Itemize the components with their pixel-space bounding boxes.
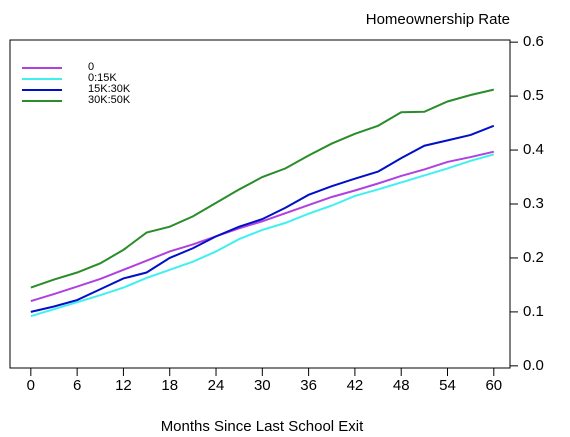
legend-label: 0:15K [88, 72, 117, 84]
x-axis-label: Months Since Last School Exit [161, 418, 364, 435]
y-tick-label: 0.3 [523, 195, 544, 212]
x-tick-label: 42 [347, 377, 364, 394]
y-tick-label: 0.4 [523, 141, 544, 158]
line-series [30, 150, 495, 303]
legend-label: 30K:50K [88, 94, 131, 106]
y-tick-label: 0.0 [523, 357, 544, 374]
x-tick-label: 0 [27, 377, 35, 394]
y-axis-label: Homeownership Rate [366, 11, 510, 28]
x-tick-label: 48 [393, 377, 410, 394]
x-tick-label: 24 [208, 377, 225, 394]
x-tick-label: 36 [300, 377, 317, 394]
line-series [30, 153, 495, 318]
x-tick-label: 6 [73, 377, 81, 394]
x-tick-label: 30 [254, 377, 271, 394]
line-series [30, 88, 495, 289]
x-tick-label: 60 [485, 377, 502, 394]
y-tick-label: 0.2 [523, 249, 544, 266]
y-tick-label: 0.6 [523, 33, 544, 50]
x-tick-label: 18 [161, 377, 178, 394]
line-series [30, 124, 495, 313]
legend-label: 0 [88, 61, 94, 73]
y-tick-label: 0.5 [523, 87, 544, 104]
x-tick-label: 12 [115, 377, 132, 394]
x-tick-label: 54 [439, 377, 456, 394]
plot-frame [9, 39, 511, 369]
y-tick-label: 0.1 [523, 303, 544, 320]
legend-label: 15K:30K [88, 83, 131, 95]
